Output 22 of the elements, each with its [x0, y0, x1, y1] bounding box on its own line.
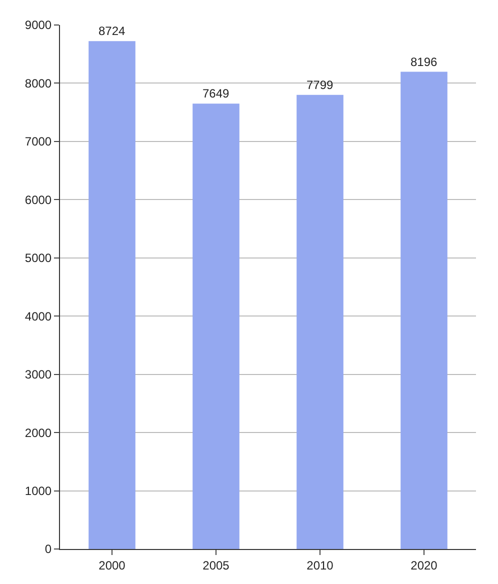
- y-tick-label: 9000: [24, 18, 52, 32]
- y-tick-label: 5000: [24, 251, 52, 266]
- bar: [400, 72, 448, 549]
- x-tick-label: 2000: [98, 558, 126, 572]
- y-tick-label: 0: [44, 542, 52, 556]
- x-tick-label: 2010: [306, 558, 334, 572]
- y-tick-label: 2000: [24, 426, 52, 440]
- data-label: 8724: [98, 24, 126, 38]
- x-tick-label: 2005: [202, 558, 230, 572]
- y-tick-label: 4000: [24, 309, 52, 324]
- data-label: 7649: [202, 86, 230, 101]
- data-label: 7799: [306, 78, 334, 92]
- y-tick-label: 8000: [24, 76, 52, 90]
- y-tick-label: 6000: [24, 192, 52, 207]
- x-tick-label: 2020: [410, 558, 438, 572]
- y-tick-label: 7000: [24, 134, 52, 149]
- data-label: 8196: [410, 54, 438, 69]
- bar: [296, 94, 344, 549]
- y-tick-label: 3000: [24, 368, 52, 382]
- bar: [192, 104, 240, 549]
- bar: [88, 41, 136, 549]
- y-tick-label: 1000: [24, 484, 52, 498]
